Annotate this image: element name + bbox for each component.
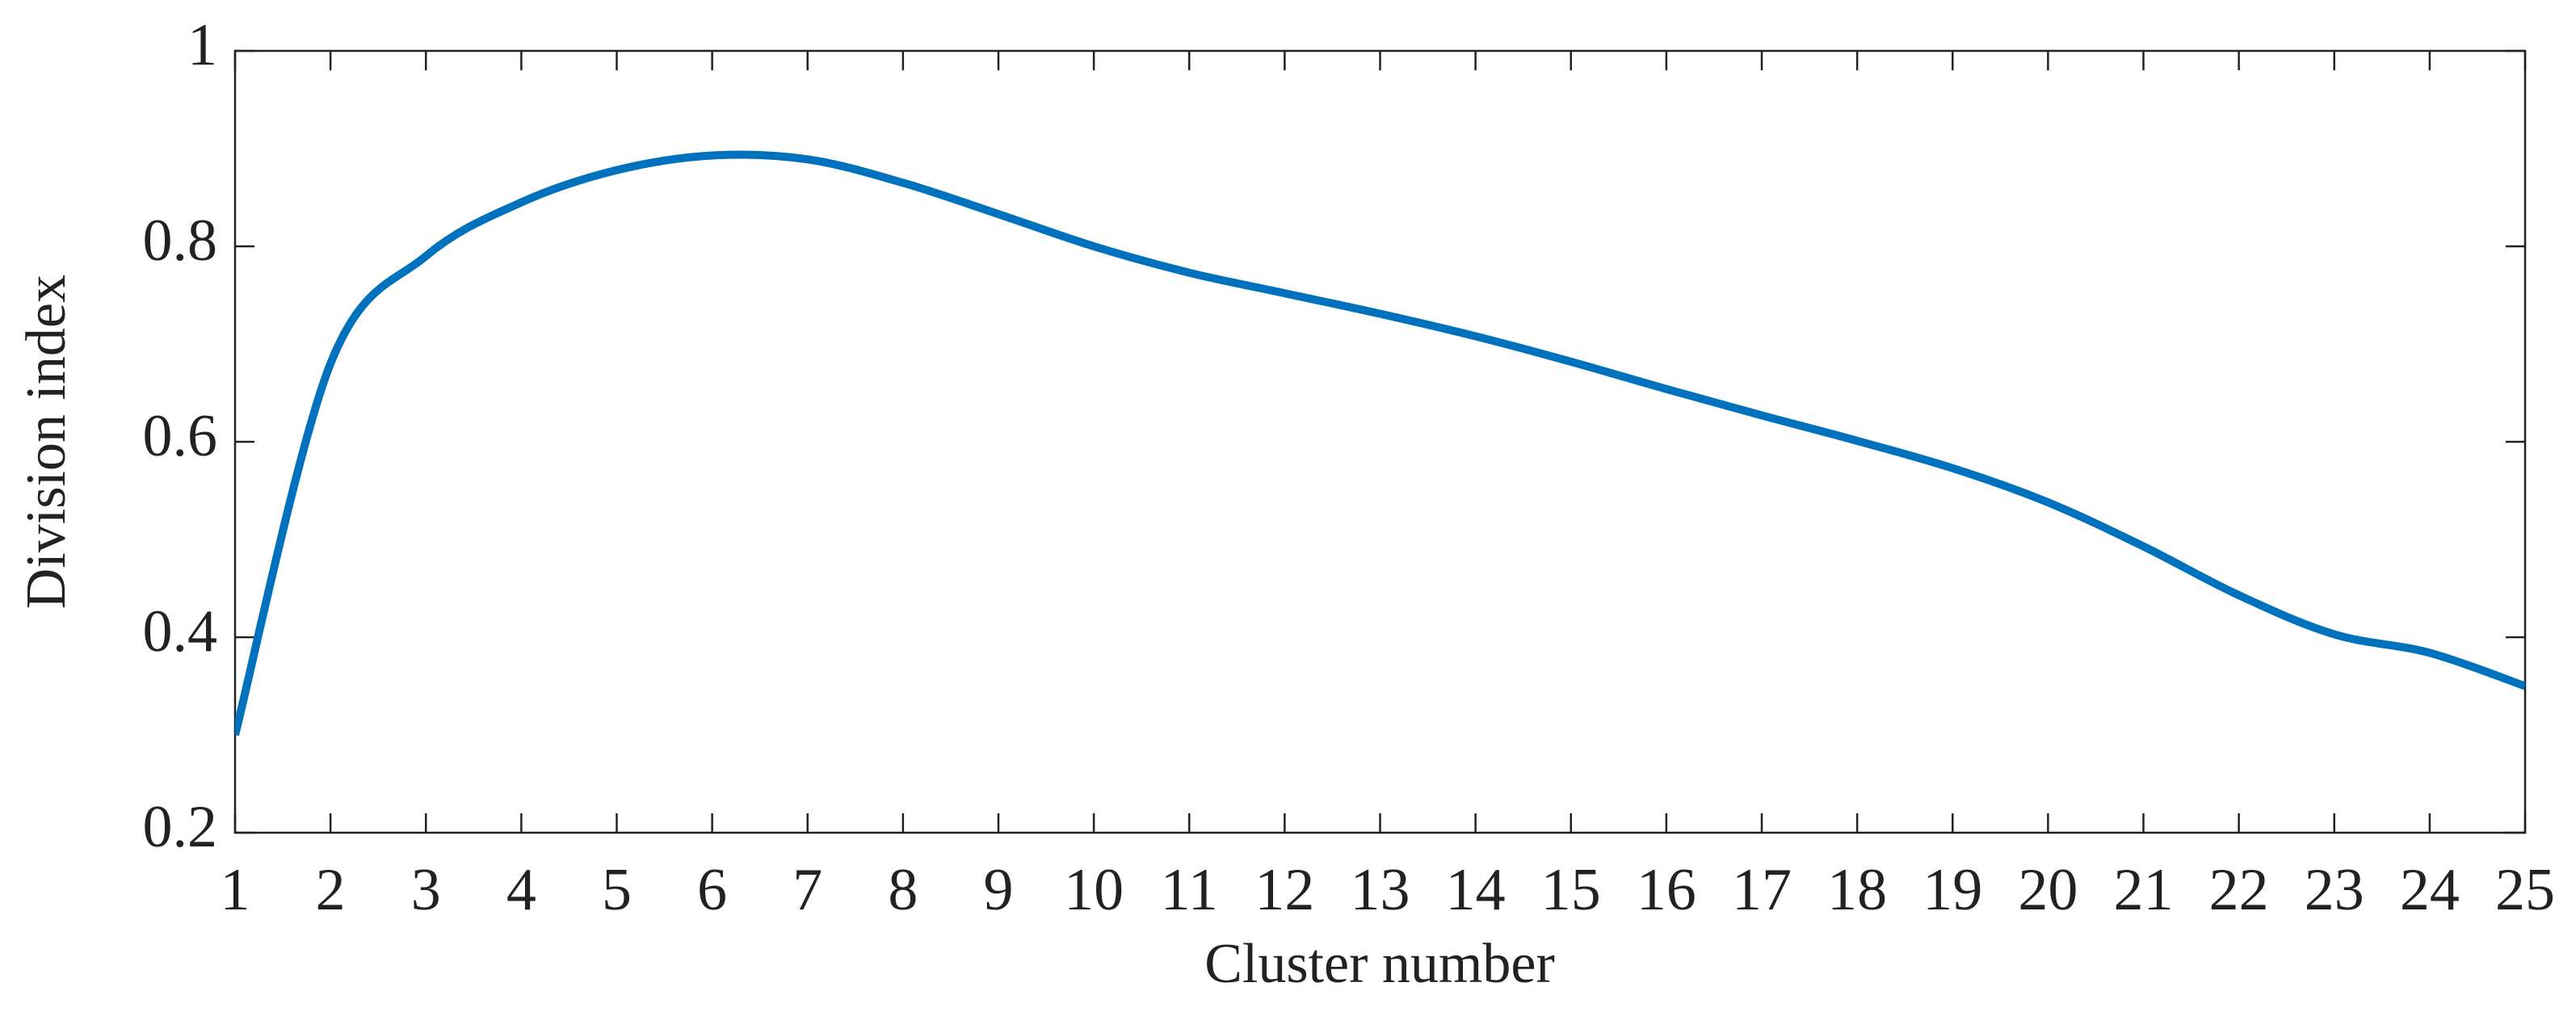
x-tick-label: 25 — [2495, 857, 2555, 923]
x-tick-label: 7 — [792, 857, 822, 923]
x-tick-label: 15 — [1541, 857, 1601, 923]
x-tick-label: 17 — [1732, 857, 1792, 923]
x-tick-label: 12 — [1254, 857, 1314, 923]
x-tick-label: 21 — [2114, 857, 2174, 923]
x-tick-label: 24 — [2400, 857, 2460, 923]
x-tick-label: 22 — [2209, 857, 2269, 923]
x-tick-label: 9 — [984, 857, 1014, 923]
y-tick-label: 0.2 — [143, 794, 218, 860]
x-tick-label: 6 — [697, 857, 727, 923]
y-tick-label: 0.8 — [143, 208, 218, 274]
x-tick-label: 11 — [1161, 857, 1218, 923]
x-tick-label: 14 — [1446, 857, 1506, 923]
data-line — [235, 150, 2525, 737]
x-tick-label: 19 — [1923, 857, 1982, 923]
y-tick-label: 0.4 — [143, 598, 218, 665]
x-tick-label: 8 — [888, 857, 918, 923]
x-tick-label: 4 — [506, 857, 536, 923]
x-axis-label: Cluster number — [1204, 933, 1555, 995]
x-tick-label: 10 — [1064, 857, 1124, 923]
x-tick-label: 23 — [2305, 857, 2364, 923]
y-axis-label: Division index — [15, 275, 78, 609]
x-tick-label: 3 — [411, 857, 441, 923]
x-tick-label: 16 — [1637, 857, 1696, 923]
x-tick-label: 18 — [1827, 857, 1887, 923]
plot-frame — [233, 49, 2527, 834]
y-tick-label: 0.6 — [143, 403, 218, 469]
y-tick-label: 1 — [187, 12, 217, 78]
x-tick-label: 1 — [221, 857, 250, 923]
x-tick-label: 2 — [316, 857, 346, 923]
x-tick-label: 20 — [2018, 857, 2078, 923]
x-tick-label: 5 — [602, 857, 632, 923]
x-tick-label: 13 — [1351, 857, 1410, 923]
